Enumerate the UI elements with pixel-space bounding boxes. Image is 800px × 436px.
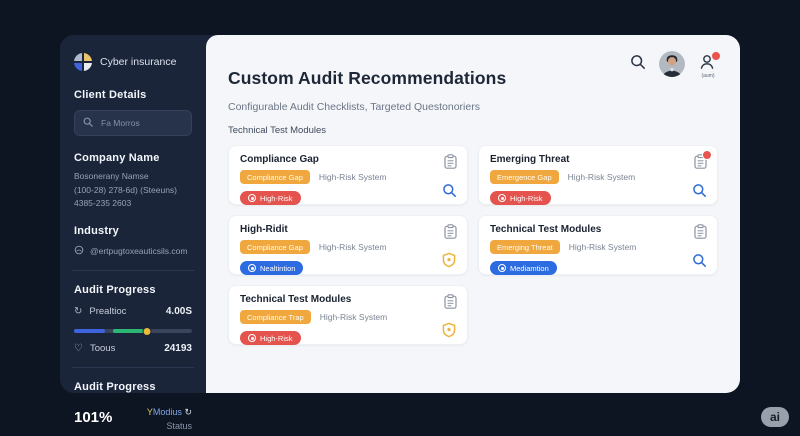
brand: Cyber insurance — [74, 53, 192, 71]
brand-name: Cyber insurance — [100, 56, 177, 68]
status-label: Status — [166, 421, 192, 432]
sidebar: Cyber insurance Client Details Company N… — [60, 35, 206, 431]
card-meta: High-Risk System — [318, 242, 387, 252]
progress-handle[interactable] — [142, 326, 152, 336]
clipboard-icon[interactable] — [444, 224, 457, 244]
audit-progress-bar[interactable] — [74, 326, 192, 336]
card-meta: High-Risk System — [567, 172, 636, 182]
status-pill: High-Risk — [490, 191, 551, 205]
client-details-heading: Client Details — [74, 89, 147, 101]
heart-icon[interactable]: ♡ — [74, 342, 83, 354]
category-tag: Emergence Gap — [490, 170, 559, 184]
modius-status-link[interactable]: YModius ↻ — [147, 405, 192, 419]
status-pill: High-Risk — [240, 191, 301, 205]
status-link-text: Modius — [152, 406, 182, 417]
main-panel: (aum) Custom Audit Recommendations Confi… — [206, 35, 740, 393]
user-avatar[interactable] — [659, 51, 685, 77]
search-action-icon[interactable] — [692, 253, 707, 268]
brand-logo-icon — [74, 53, 92, 71]
header-search-icon[interactable] — [630, 54, 646, 75]
audit-card-high-ridit[interactable]: High-Ridit Compliance Gap High-Risk Syst… — [228, 215, 468, 275]
metric-label: Toous — [89, 342, 116, 354]
status-pill: Nealtintion — [240, 261, 304, 275]
shield-action-icon[interactable] — [441, 322, 457, 338]
search-icon — [83, 114, 93, 132]
notification-dot — [711, 51, 721, 61]
alert-icon — [498, 194, 506, 202]
card-title: High-Ridit — [240, 224, 288, 235]
audit-progress-heading: Audit Progress — [74, 283, 156, 296]
sidebar-divider — [72, 366, 194, 368]
audit-card-emerging-threat[interactable]: Emerging Threat Emergence Gap High-Risk … — [478, 145, 718, 205]
globe-icon — [74, 245, 84, 257]
progress-segment-blue — [74, 328, 105, 333]
clipboard-icon[interactable] — [694, 224, 707, 244]
shield-action-icon[interactable] — [441, 252, 457, 268]
search-action-icon[interactable] — [442, 183, 457, 198]
shield-check-icon — [498, 264, 506, 272]
card-title: Technical Test Modules — [490, 224, 602, 235]
search-input[interactable] — [99, 117, 183, 129]
clipboard-icon[interactable] — [444, 294, 457, 314]
metric-value: 4.00S — [165, 305, 192, 317]
metric-value: 24193 — [164, 342, 192, 354]
metric-row-prealtioc: ↻ Prealtioc 4.00S — [74, 306, 192, 317]
shield-check-icon — [248, 264, 256, 272]
clipboard-icon[interactable] — [694, 150, 712, 174]
company-phone-2: 4385-235 2603 — [74, 198, 132, 209]
metric-label: Prealtioc — [89, 305, 127, 317]
alert-icon — [248, 194, 256, 202]
audit-card-compliance-gap[interactable]: Compliance Gap Compliance Gap High-Risk … — [228, 145, 468, 205]
alert-icon — [248, 334, 256, 342]
search-action-icon[interactable] — [692, 183, 707, 198]
category-tag: Emerging Threat — [490, 240, 560, 254]
account-icon-caption: (aum) — [701, 73, 715, 79]
category-tag: Compliance Trap — [240, 310, 311, 324]
refresh-icon[interactable]: ↻ — [184, 406, 192, 417]
card-title: Technical Test Modules — [240, 294, 352, 305]
card-meta: High-Risk System — [319, 312, 388, 322]
category-tag: Compliance Gap — [240, 240, 310, 254]
company-line: Bosonerany Namse — [74, 171, 149, 181]
category-tag: Compliance Gap — [240, 170, 310, 184]
sidebar-divider — [72, 269, 194, 271]
status-pill: Mediamtion — [490, 261, 557, 275]
audit-progress-2-heading: Audit Progress — [74, 380, 156, 393]
audit-progress-percent: 101% — [74, 408, 113, 426]
industry-email[interactable]: @ertpugtoxeauticsils.com — [90, 245, 188, 256]
card-title: Compliance Gap — [240, 154, 319, 165]
client-search[interactable] — [74, 110, 192, 136]
notification-badge — [702, 150, 712, 160]
status-pill: High-Risk — [240, 331, 301, 345]
industry-heading: Industry — [74, 224, 119, 237]
page-subtitle: Configurable Audit Checklists, Targeted … — [228, 101, 480, 113]
card-meta: High-Risk System — [568, 242, 637, 252]
app-window: Cyber insurance Client Details Company N… — [60, 35, 740, 431]
metric-row-toous: ♡ Toous 24193 — [74, 343, 192, 354]
section-label: Technical Test Modules — [228, 125, 327, 136]
card-title: Emerging Threat — [490, 154, 570, 165]
cards-grid: Compliance Gap Compliance Gap High-Risk … — [228, 145, 718, 345]
card-meta: High-Risk System — [318, 172, 387, 182]
clipboard-icon[interactable] — [444, 154, 457, 174]
account-icon[interactable]: (aum) — [698, 51, 721, 79]
page-title: Custom Audit Recommendations — [228, 68, 507, 88]
audit-card-technical-test-modules[interactable]: Technical Test Modules Emerging Threat H… — [478, 215, 718, 275]
company-phone: (100-28) 278-6d) (Steeuns) — [74, 184, 178, 195]
progress-segment-green — [112, 328, 148, 333]
ai-watermark-badge: ai — [760, 407, 789, 427]
refresh-icon[interactable]: ↻ — [74, 305, 83, 317]
company-name-heading: Company Name — [74, 152, 160, 164]
audit-card-technical-test-modules-2[interactable]: Technical Test Modules Compliance Trap H… — [228, 285, 468, 345]
status-prefix: Y — [146, 406, 153, 417]
